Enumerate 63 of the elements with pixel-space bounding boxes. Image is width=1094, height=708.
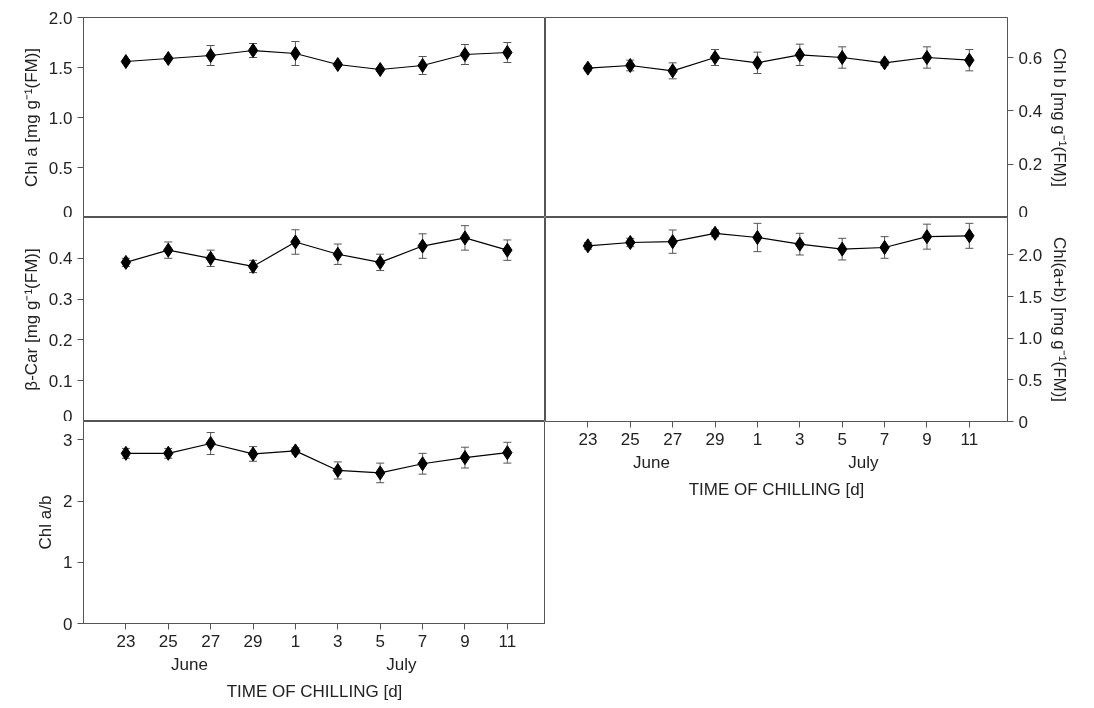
x-tick-label: 7: [879, 429, 890, 449]
y-tick-label: 1.5: [48, 58, 73, 78]
y2-tick-label: 0.2: [1018, 155, 1043, 175]
y-tick-label: 1: [63, 553, 73, 573]
text: June: [633, 452, 670, 472]
point: [459, 450, 471, 466]
point: [332, 57, 343, 72]
x-tick-label: 27: [663, 429, 683, 449]
y-tick-label: 0: [63, 614, 73, 634]
y-tick-label: 0: [63, 202, 73, 222]
y2-tick-label: 2.0: [1018, 245, 1043, 265]
y2-tick-label: 0.4: [1018, 101, 1043, 121]
x-tick-label: 3: [333, 631, 343, 651]
y-axis-title: β-Car [mg g⁻¹(FM)]: [21, 248, 41, 391]
x-tick-label: 9: [922, 429, 932, 449]
x-tick-label: 1: [752, 429, 763, 449]
y-tick-label: 2: [63, 492, 73, 512]
y2-tick-label: 0.6: [1018, 48, 1043, 68]
y-tick-label: 0.4: [48, 249, 73, 269]
y-tick-label: 0.1: [48, 371, 73, 391]
x-tick-label: 25: [620, 429, 640, 449]
y-tick-label: 0.5: [48, 158, 73, 178]
x-tick-label: 1: [290, 631, 301, 651]
point: [459, 230, 471, 246]
x-tick-label: 27: [201, 631, 221, 651]
x-tick-label: 7: [417, 631, 428, 651]
point: [290, 46, 301, 61]
text: July: [386, 654, 418, 674]
y-tick-label: 0.3: [48, 290, 73, 310]
y2-tick-label: 1.0: [1018, 329, 1043, 349]
y2-tick-label: 0: [1018, 412, 1028, 432]
y2-tick-label: 0.5: [1018, 370, 1043, 390]
y2-tick-label: 0: [1018, 202, 1028, 222]
x-tick-label: 5: [375, 631, 385, 651]
y-axis-title: Chl a [mg g⁻¹(FM)]: [21, 47, 41, 188]
text: June: [171, 654, 208, 674]
y-tick-label: 0: [63, 406, 73, 426]
y-axis-title: Chl a/b: [36, 495, 56, 550]
point: [709, 225, 721, 241]
y-tick-label: 1.0: [48, 108, 73, 128]
y-tick-label: 0.2: [48, 330, 73, 350]
x-tick-label: 23: [578, 429, 598, 449]
x-tick-label: 25: [158, 631, 178, 651]
x-tick-label: 9: [460, 631, 470, 651]
x-axis-title: TIME OF CHILLING [d]: [688, 479, 865, 499]
point: [921, 229, 933, 245]
x-tick-label: 3: [795, 429, 805, 449]
x-tick-label: 5: [837, 429, 847, 449]
x-axis-title: TIME OF CHILLING [d]: [226, 681, 403, 701]
text: July: [848, 452, 880, 472]
point: [375, 62, 386, 77]
point: [582, 238, 594, 254]
point: [163, 51, 174, 66]
y2-axis-title: Chl(a+b) [mg g⁻¹(FM)]: [1050, 236, 1070, 403]
x-tick-label: 29: [705, 429, 725, 449]
point: [120, 54, 132, 69]
y2-tick-label: 1.5: [1018, 287, 1043, 307]
x-tick-label: 11: [498, 631, 517, 651]
x-tick-label: 23: [116, 631, 136, 651]
y2-axis-title: Chl b [mg g⁻¹(FM)]: [1050, 47, 1070, 188]
x-tick-label: 29: [243, 631, 263, 651]
x-tick-label: 11: [960, 429, 979, 449]
y-tick-label: 2.0: [48, 8, 73, 28]
